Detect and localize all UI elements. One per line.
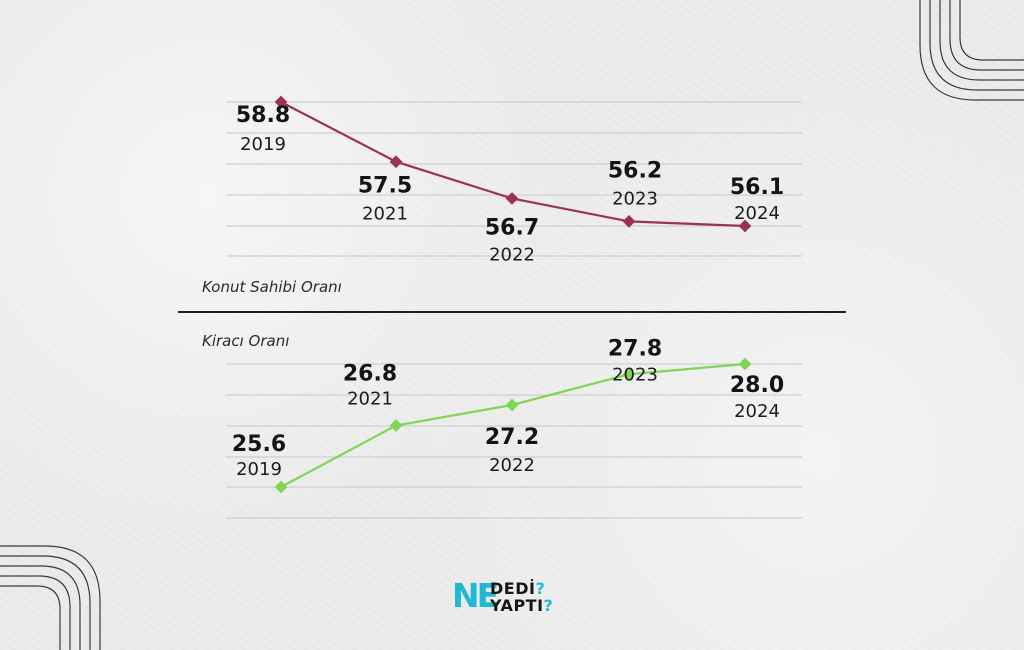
- logo-ne-text: NE: [452, 576, 499, 615]
- renter-data-label-2024: 28.0: [730, 373, 784, 398]
- renter-data-label-2023: 27.8: [608, 336, 662, 361]
- ne-dedi-yapti-logo: NE DEDİ? YAPTI?: [452, 578, 582, 618]
- renter-year-label-2022: 2022: [489, 455, 535, 476]
- owner-year-label-2023: 2023: [612, 188, 658, 209]
- corner-decoration-top-right: [919, 0, 1024, 101]
- owner-point-2022: [505, 192, 519, 205]
- logo-line-2: YAPTI?: [490, 596, 554, 615]
- renter-point-2019: [274, 480, 288, 494]
- owner-chart-label: Konut Sahibi Oranı: [202, 278, 342, 296]
- renter-year-label-2021: 2021: [347, 389, 393, 410]
- owner-data-label-2019: 58.8: [236, 103, 290, 128]
- renter-point-2021: [389, 419, 403, 432]
- renter-data-label-2021: 26.8: [343, 362, 397, 387]
- renter-point-2022: [505, 398, 519, 412]
- section-divider: [178, 311, 846, 313]
- renter-data-label-2022: 27.2: [485, 425, 539, 450]
- owner-data-label-2021: 57.5: [358, 174, 412, 199]
- renter-chart-label: Kiracı Oranı: [202, 332, 290, 350]
- logo-line-1: DEDİ?: [490, 579, 546, 598]
- owner-data-label-2023: 56.2: [608, 158, 662, 183]
- renter-year-label-2019: 2019: [236, 459, 282, 480]
- renter-year-label-2023: 2023: [612, 364, 658, 385]
- owner-point-2021: [389, 155, 403, 169]
- owner-data-label-2024: 56.1: [730, 175, 784, 200]
- owner-data-label-2022: 56.7: [485, 215, 539, 240]
- owner-year-label-2022: 2022: [489, 244, 535, 265]
- owner-year-label-2019: 2019: [240, 134, 286, 155]
- renter-point-2024: [738, 357, 752, 371]
- owner-year-label-2024: 2024: [734, 203, 780, 224]
- corner-decoration-bottom-left: [0, 545, 101, 650]
- owner-year-label-2021: 2021: [362, 204, 408, 225]
- owner-point-2019: [274, 95, 288, 109]
- renter-year-label-2024: 2024: [734, 401, 780, 422]
- renter-data-label-2019: 25.6: [232, 432, 286, 457]
